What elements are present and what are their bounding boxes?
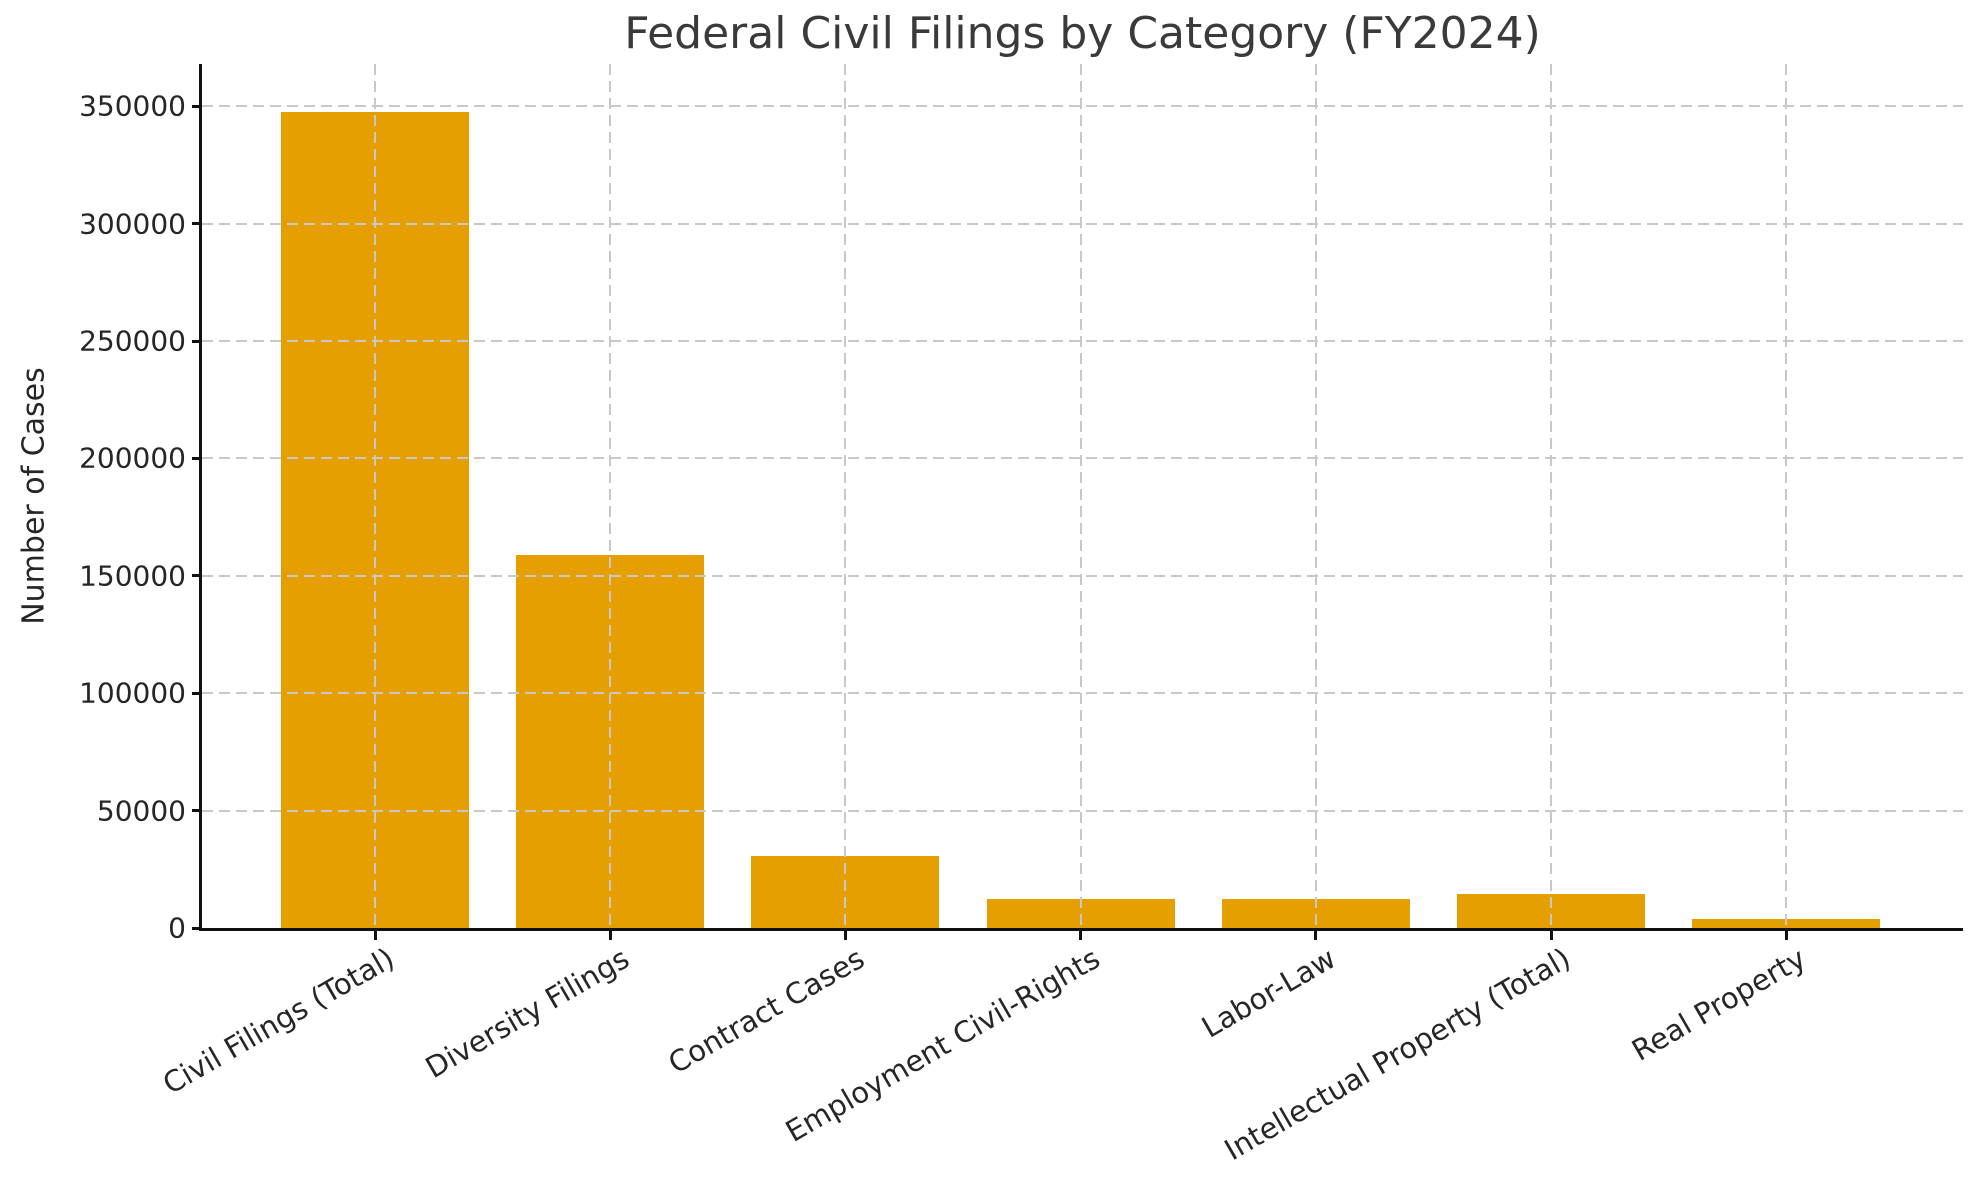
y-tick-label-350000: 350000 bbox=[79, 89, 186, 123]
y-tick-200000 bbox=[192, 456, 201, 460]
x-gridline-3 bbox=[844, 64, 847, 928]
y-gridline-300000 bbox=[202, 222, 1963, 225]
y-tick-label-0: 0 bbox=[168, 911, 186, 945]
y-tick-0 bbox=[192, 926, 201, 930]
x-tick-1 bbox=[373, 931, 377, 940]
y-tick-label-150000: 150000 bbox=[79, 559, 186, 593]
x-gridline-5 bbox=[1314, 64, 1317, 928]
y-gridline-100000 bbox=[202, 692, 1963, 695]
y-tick-label-300000: 300000 bbox=[79, 207, 186, 241]
y-tick-350000 bbox=[192, 104, 201, 108]
y-gridline-150000 bbox=[202, 574, 1963, 577]
y-tick-label-250000: 250000 bbox=[79, 324, 186, 358]
x-tick-5 bbox=[1314, 931, 1318, 940]
y-tick-label-100000: 100000 bbox=[79, 676, 186, 710]
x-axis-spine bbox=[199, 928, 1963, 931]
y-tick-150000 bbox=[192, 574, 201, 578]
y-gridline-200000 bbox=[202, 457, 1963, 460]
x-tick-2 bbox=[608, 931, 612, 940]
y-tick-label-200000: 200000 bbox=[79, 441, 186, 475]
y-tick-label-50000: 50000 bbox=[96, 794, 186, 828]
y-tick-100000 bbox=[192, 691, 201, 695]
y-gridline-250000 bbox=[202, 340, 1963, 342]
y-tick-300000 bbox=[192, 222, 201, 226]
x-tick-label-2: Diversity Filings bbox=[419, 941, 636, 1085]
x-tick-7 bbox=[1784, 931, 1788, 940]
x-gridline-4 bbox=[1079, 64, 1082, 928]
y-tick-250000 bbox=[192, 339, 201, 343]
y-axis-spine bbox=[199, 64, 202, 931]
x-tick-3 bbox=[843, 931, 847, 940]
x-gridline-7 bbox=[1785, 64, 1788, 928]
plot-area bbox=[202, 64, 1963, 928]
y-gridline-50000 bbox=[202, 809, 1963, 812]
y-gridline-350000 bbox=[202, 105, 1963, 108]
x-gridline-6 bbox=[1550, 64, 1552, 928]
chart-title: Federal Civil Filings by Category (FY202… bbox=[624, 8, 1541, 59]
x-tick-6 bbox=[1549, 931, 1553, 940]
y-tick-50000 bbox=[192, 809, 201, 813]
x-gridline-2 bbox=[609, 64, 612, 928]
x-tick-label-1: Civil Filings (Total) bbox=[156, 941, 400, 1101]
x-tick-label-3: Contract Cases bbox=[662, 941, 871, 1081]
x-gridline-1 bbox=[374, 64, 376, 928]
x-tick-label-5: Labor-Law bbox=[1195, 941, 1341, 1045]
x-tick-label-7: Real Property bbox=[1625, 941, 1812, 1068]
x-tick-4 bbox=[1079, 931, 1083, 940]
